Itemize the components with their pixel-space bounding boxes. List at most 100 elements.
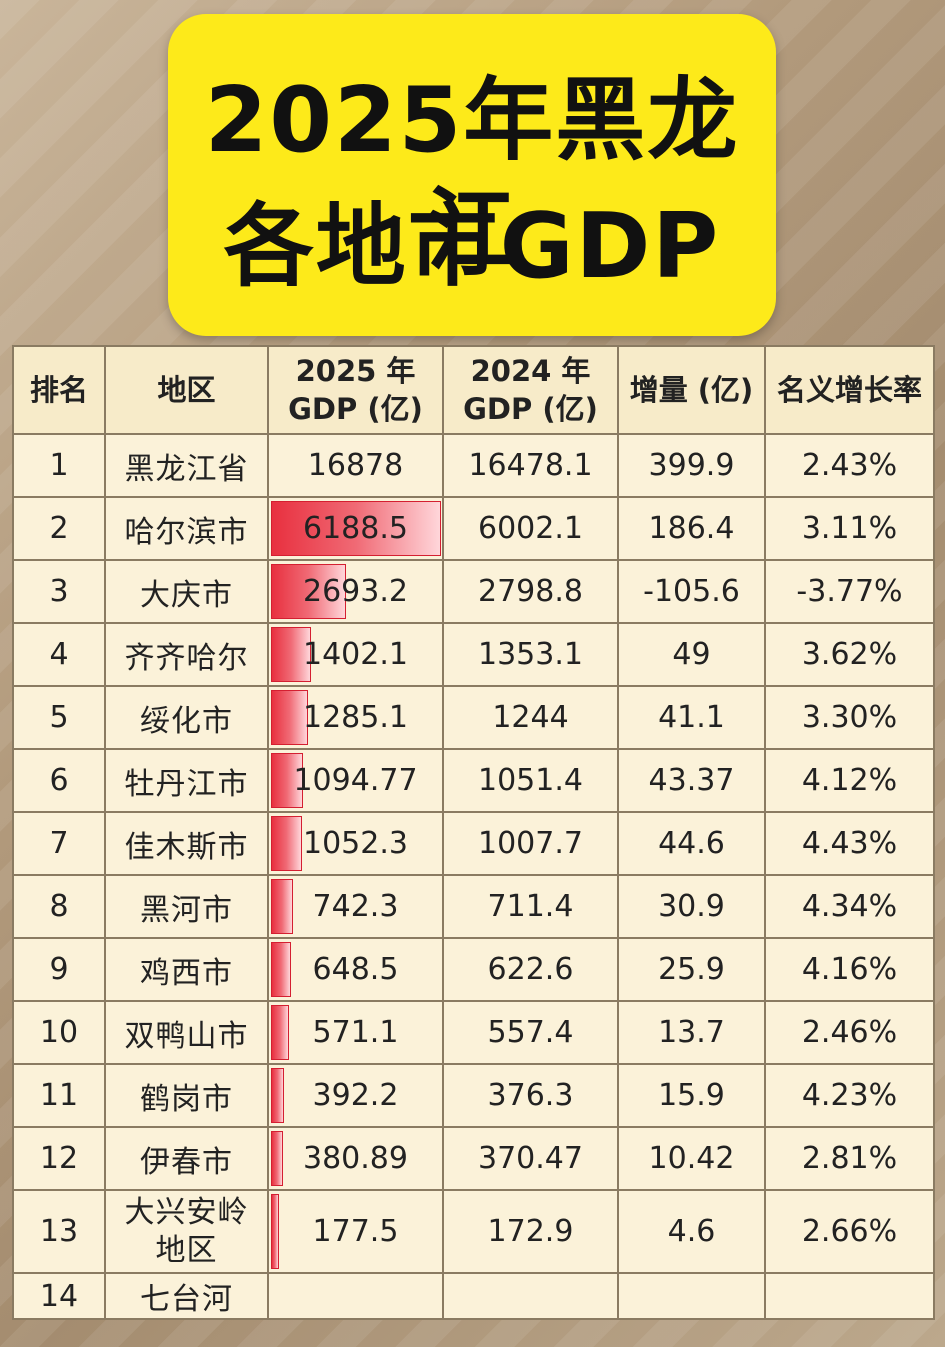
region-line-1: 大兴安岭 — [124, 1194, 249, 1230]
gdp2025-cell: 1285.1 — [267, 685, 444, 750]
region-cell: 黑河市 — [104, 874, 269, 939]
region-cell: 哈尔滨市 — [104, 496, 269, 561]
gdp2025-cell: 2693.2 — [267, 559, 444, 624]
region-cell: 佳木斯市 — [104, 811, 269, 876]
region-cell: 大兴安岭 地区 — [104, 1189, 269, 1274]
gdp2025-value: 392.2 — [312, 1078, 399, 1113]
gdp2025-cell: 1052.3 — [267, 811, 444, 876]
growth-cell: 4.43% — [764, 811, 935, 876]
rank-cell: 9 — [12, 937, 106, 1002]
growth-cell: 4.34% — [764, 874, 935, 939]
gdp2024-cell: 557.4 — [442, 1000, 619, 1065]
increase-cell: -105.6 — [617, 559, 766, 624]
header-increase: 增量 (亿) — [617, 345, 766, 435]
rank-cell: 12 — [12, 1126, 106, 1191]
growth-cell: 4.23% — [764, 1063, 935, 1128]
gdp2025-cell: 742.3 — [267, 874, 444, 939]
gdp-bar — [271, 690, 308, 745]
gdp-bar — [271, 1068, 284, 1123]
gdp2024-cell: 1353.1 — [442, 622, 619, 687]
growth-cell: 3.62% — [764, 622, 935, 687]
increase-cell: 186.4 — [617, 496, 766, 561]
increase-cell: 4.6 — [617, 1189, 766, 1274]
table-row: 8 黑河市 742.3 711.4 30.9 4.34% — [12, 874, 935, 939]
increase-cell: 30.9 — [617, 874, 766, 939]
gdp2025-value: 6188.5 — [303, 511, 408, 546]
gdp2025-cell — [267, 1272, 444, 1320]
gdp2024-cell: 622.6 — [442, 937, 619, 1002]
gdp-table: 排名 地区 2025 年 GDP (亿) 2024 年 GDP (亿) 增量 (… — [12, 345, 935, 1320]
gdp2025-value: 1402.1 — [303, 637, 408, 672]
growth-cell: 2.46% — [764, 1000, 935, 1065]
gdp2025-value: 1285.1 — [303, 700, 408, 735]
gdp-bar — [271, 1194, 279, 1269]
growth-cell: 4.12% — [764, 748, 935, 813]
gdp2024-cell: 1007.7 — [442, 811, 619, 876]
gdp2024-cell: 16478.1 — [442, 433, 619, 498]
table-row: 3 大庆市 2693.2 2798.8 -105.6 -3.77% — [12, 559, 935, 624]
growth-cell: 3.30% — [764, 685, 935, 750]
gdp-bar — [271, 1005, 289, 1060]
rank-cell: 6 — [12, 748, 106, 813]
gdp2024-cell: 711.4 — [442, 874, 619, 939]
region-cell: 牡丹江市 — [104, 748, 269, 813]
increase-cell: 41.1 — [617, 685, 766, 750]
table-row: 10 双鸭山市 571.1 557.4 13.7 2.46% — [12, 1000, 935, 1065]
increase-cell: 43.37 — [617, 748, 766, 813]
gdp2024-cell: 6002.1 — [442, 496, 619, 561]
gdp-bar — [271, 564, 346, 619]
region-cell: 齐齐哈尔 — [104, 622, 269, 687]
gdp2025-value: 742.3 — [312, 889, 399, 924]
gdp2025-cell: 571.1 — [267, 1000, 444, 1065]
gdp2025-cell: 1402.1 — [267, 622, 444, 687]
increase-cell: 15.9 — [617, 1063, 766, 1128]
header-rank: 排名 — [12, 345, 106, 435]
table-row: 9 鸡西市 648.5 622.6 25.9 4.16% — [12, 937, 935, 1002]
gdp-bar — [271, 627, 311, 682]
rank-cell: 7 — [12, 811, 106, 876]
table-row: 4 齐齐哈尔 1402.1 1353.1 49 3.62% — [12, 622, 935, 687]
region-cell: 双鸭山市 — [104, 1000, 269, 1065]
region-line-2: 地区 — [155, 1232, 218, 1268]
region-cell: 黑龙江省 — [104, 433, 269, 498]
rank-cell: 13 — [12, 1189, 106, 1274]
growth-cell: 2.81% — [764, 1126, 935, 1191]
title-banner: 2025年黑龙江 各地市GDP — [168, 14, 776, 336]
growth-cell: -3.77% — [764, 559, 935, 624]
gdp2025-cell: 1094.77 — [267, 748, 444, 813]
gdp2025-value: 380.89 — [303, 1141, 408, 1176]
gdp2025-value: 177.5 — [312, 1214, 399, 1249]
gdp2024-cell: 2798.8 — [442, 559, 619, 624]
gdp2025-cell: 177.5 — [267, 1189, 444, 1274]
header-gdp2025-line1: 2025 年 — [295, 354, 416, 388]
header-gdp2024-line1: 2024 年 — [470, 354, 591, 388]
gdp2025-value: 1094.77 — [293, 763, 418, 798]
gdp2025-cell: 380.89 — [267, 1126, 444, 1191]
growth-cell — [764, 1272, 935, 1320]
table-row: 5 绥化市 1285.1 1244 41.1 3.30% — [12, 685, 935, 750]
rank-cell: 2 — [12, 496, 106, 561]
gdp-bar — [271, 753, 303, 808]
header-gdp2024: 2024 年 GDP (亿) — [442, 345, 619, 435]
gdp2024-cell: 376.3 — [442, 1063, 619, 1128]
table-row: 2 哈尔滨市 6188.5 6002.1 186.4 3.11% — [12, 496, 935, 561]
gdp-bar — [271, 879, 293, 934]
gdp2025-cell: 16878 — [267, 433, 444, 498]
gdp2025-value: 16878 — [307, 448, 404, 483]
gdp-bar — [271, 1131, 283, 1186]
increase-cell: 10.42 — [617, 1126, 766, 1191]
increase-cell: 399.9 — [617, 433, 766, 498]
rank-cell: 1 — [12, 433, 106, 498]
title-line-1: 2025年黑龙江 — [204, 68, 740, 283]
region-cell: 鹤岗市 — [104, 1063, 269, 1128]
increase-cell: 49 — [617, 622, 766, 687]
gdp-bar — [271, 942, 291, 997]
region-cell: 绥化市 — [104, 685, 269, 750]
region-cell: 鸡西市 — [104, 937, 269, 1002]
table-row: 14 七台河 — [12, 1272, 935, 1320]
table-row: 11 鹤岗市 392.2 376.3 15.9 4.23% — [12, 1063, 935, 1128]
gdp2025-cell: 6188.5 — [267, 496, 444, 561]
increase-cell: 44.6 — [617, 811, 766, 876]
growth-cell: 4.16% — [764, 937, 935, 1002]
gdp2025-cell: 392.2 — [267, 1063, 444, 1128]
